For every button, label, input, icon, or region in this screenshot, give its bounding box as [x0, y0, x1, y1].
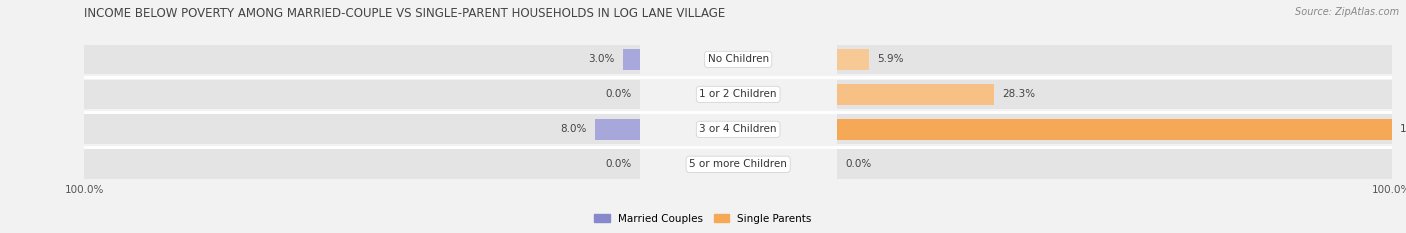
Bar — [84, 149, 640, 179]
Bar — [84, 114, 640, 144]
Bar — [595, 119, 640, 140]
Bar — [84, 79, 640, 109]
Text: No Children: No Children — [707, 55, 769, 64]
Bar — [837, 79, 1392, 109]
Bar — [84, 45, 640, 74]
Text: INCOME BELOW POVERTY AMONG MARRIED-COUPLE VS SINGLE-PARENT HOUSEHOLDS IN LOG LAN: INCOME BELOW POVERTY AMONG MARRIED-COUPL… — [84, 7, 725, 20]
Text: 5.9%: 5.9% — [877, 55, 904, 64]
Text: 0.0%: 0.0% — [605, 89, 631, 99]
Text: 5 or more Children: 5 or more Children — [689, 159, 787, 169]
Text: 1 or 2 Children: 1 or 2 Children — [699, 89, 778, 99]
Legend: Married Couples, Single Parents: Married Couples, Single Parents — [591, 209, 815, 228]
Bar — [837, 119, 1392, 140]
Bar — [837, 114, 1392, 144]
Text: 3 or 4 Children: 3 or 4 Children — [699, 124, 778, 134]
Bar — [837, 149, 1392, 179]
Bar — [623, 49, 640, 70]
Text: 0.0%: 0.0% — [845, 159, 872, 169]
Text: 3.0%: 3.0% — [588, 55, 614, 64]
Text: 8.0%: 8.0% — [561, 124, 586, 134]
Bar — [837, 84, 994, 105]
Text: 0.0%: 0.0% — [605, 159, 631, 169]
Text: Source: ZipAtlas.com: Source: ZipAtlas.com — [1295, 7, 1399, 17]
Bar — [837, 49, 869, 70]
Text: 28.3%: 28.3% — [1002, 89, 1035, 99]
Text: 100.0%: 100.0% — [1400, 124, 1406, 134]
Bar — [837, 45, 1392, 74]
